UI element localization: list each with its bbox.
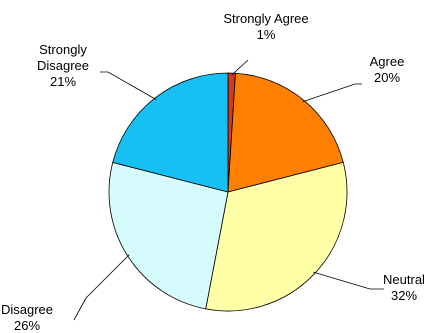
- slice-label-strongly-disagree: Strongly Disagree 21%: [37, 42, 89, 89]
- slice-neutral: [205, 161, 348, 312]
- slice-name: Disagree: [37, 58, 89, 73]
- slice-percent: 20%: [374, 70, 400, 85]
- leader-line-agree: [302, 83, 362, 103]
- slice-label-disagree: Disagree 26%: [1, 302, 53, 333]
- slice-percent: 26%: [14, 318, 40, 333]
- slice-name: Neutral: [383, 272, 425, 287]
- leader-line-strongly-disagree: [100, 71, 157, 100]
- leader-line-neutral: [313, 271, 384, 290]
- slice-label-agree: Agree 20%: [370, 54, 405, 85]
- leader-line-strongly-agree: [231, 59, 249, 76]
- slice-percent: 21%: [50, 74, 76, 89]
- pie-slices: [108, 72, 348, 312]
- leader-line-disagree: [73, 254, 130, 321]
- slice-disagree: [108, 161, 229, 310]
- slice-label-strongly-agree: Strongly Agree 1%: [223, 11, 308, 42]
- slice-label-neutral: Neutral 32%: [383, 272, 425, 303]
- slice-name: Strongly Agree: [223, 11, 308, 26]
- slice-name: Agree: [370, 54, 405, 69]
- leader-lines: [73, 59, 384, 321]
- slice-strongly-disagree: [112, 72, 229, 193]
- slice-name: Strongly: [39, 42, 87, 57]
- slice-percent: 1%: [257, 27, 276, 42]
- slice-name: Disagree: [1, 302, 53, 317]
- slice-agree: [227, 72, 344, 193]
- slice-labels: Strongly Agree 1%Agree 20%Neutral 32%Disagr…: [1, 11, 425, 333]
- slice-percent: 32%: [391, 288, 417, 303]
